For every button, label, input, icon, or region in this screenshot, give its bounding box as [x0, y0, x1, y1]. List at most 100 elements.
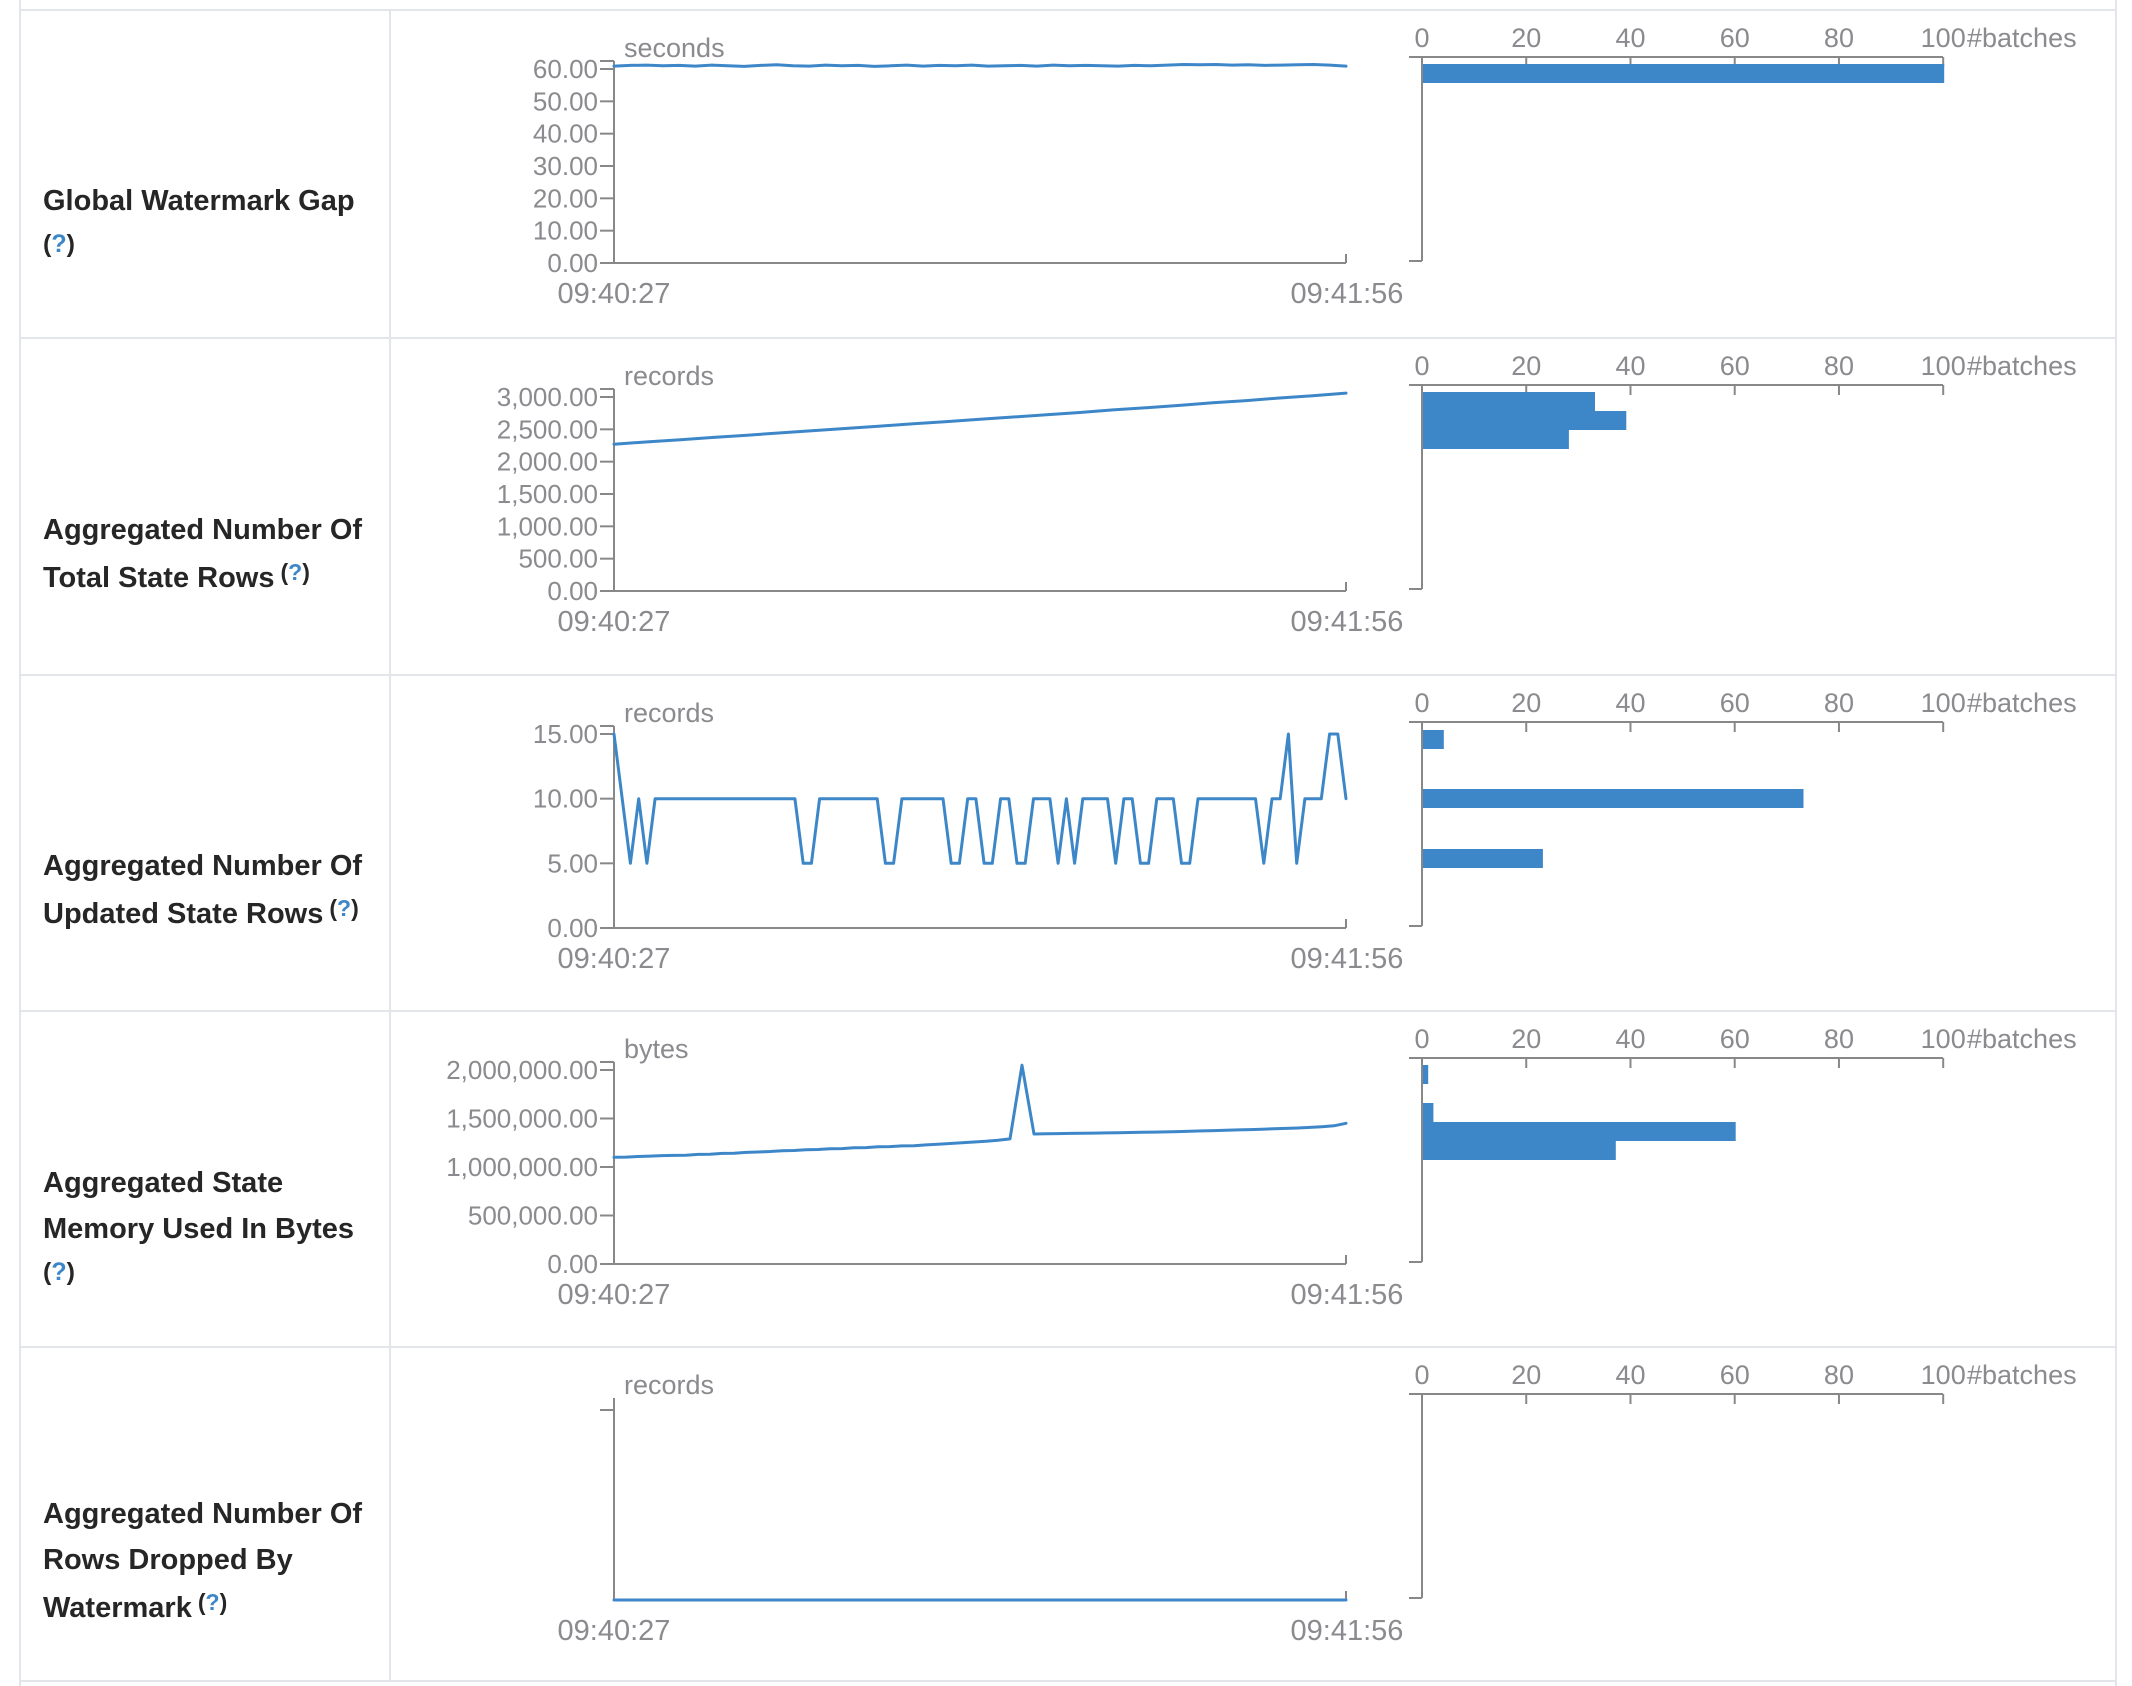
y-tick-label: 1,500.00 — [497, 479, 598, 509]
histogram-x-tick-label: 0 — [1414, 351, 1429, 381]
histogram-unit-label: #batches — [1967, 351, 2077, 381]
metric-row-1: Global Watermark Gap (?) seconds 60.00 50.00… — [21, 9, 2115, 337]
x-axis-end-time: 09:41:56 — [1291, 943, 1404, 975]
histogram-x-tick-label: 20 — [1511, 23, 1541, 53]
metric-title: Aggregated State Memory Used In Bytes (?) — [21, 1161, 380, 1292]
histogram-bar — [1423, 1141, 1616, 1160]
histogram-bar — [1423, 64, 1945, 83]
histogram-x-tick-label: 40 — [1615, 1360, 1645, 1390]
timeline-unit-label: records — [624, 698, 714, 728]
y-tick-label: 20.00 — [533, 183, 598, 213]
x-axis-start-time: 09:40:27 — [558, 1279, 671, 1311]
metric-title: Aggregated Number Of Total State Rows (?) — [21, 508, 388, 602]
y-tick-label: 0.00 — [547, 248, 598, 278]
histogram-x-tick-label: 60 — [1720, 23, 1750, 53]
streaming-statistics-table: Global Watermark Gap (?) seconds 60.00 50.00… — [19, 0, 2117, 1686]
y-tick-label: 500.00 — [518, 544, 598, 574]
y-tick-label: 0.00 — [547, 913, 598, 943]
charts-row-2: records3,000.002,500.002,000.001,500.001… — [497, 351, 2077, 638]
histogram-unit-label: #batches — [1967, 688, 2077, 718]
x-axis-end-time: 09:41:56 — [1291, 1615, 1404, 1647]
histogram-x-tick-label: 60 — [1720, 1360, 1750, 1390]
help-link[interactable]: ? — [205, 1588, 220, 1615]
metric-label-cell: Aggregated Number Of Total State Rows (?) — [21, 339, 391, 674]
metric-label-cell: Aggregated State Memory Used In Bytes (?) — [21, 1012, 391, 1346]
timeline-unit-label: bytes — [624, 1034, 689, 1064]
histogram-unit-label: #batches — [1967, 23, 2077, 53]
metric-title: Aggregated Number Of Updated State Rows (?… — [21, 844, 388, 938]
histogram-x-tick-label: 100 — [1921, 1024, 1966, 1054]
x-axis-start-time: 09:40:27 — [558, 606, 671, 638]
y-tick-label: 2,500.00 — [497, 414, 598, 444]
y-tick-label: 10.00 — [533, 784, 598, 814]
timeline-line — [612, 391, 1348, 446]
histogram-x-tick-label: 0 — [1414, 688, 1429, 718]
metric-row-2: Aggregated Number Of Total State Rows (?) r… — [21, 337, 2115, 674]
help-link[interactable]: ? — [337, 895, 352, 921]
metric-title-line: Memory Used In Bytes — [43, 1213, 355, 1246]
histogram-x-tick-label: 100 — [1921, 351, 1966, 381]
histogram-x-tick-label: 100 — [1921, 23, 1966, 53]
charts-row-1: seconds 60.0050.0040.0030.0020.0010.000.0… — [533, 23, 2077, 310]
histogram-x-tick-label: 0 — [1414, 1024, 1429, 1054]
help-parens: (?) — [43, 230, 75, 259]
help-parens: (?) — [197, 1588, 228, 1615]
histogram-bar — [1423, 392, 1595, 411]
y-tick-label: 0.00 — [547, 576, 598, 606]
histogram-x-tick-label: 40 — [1615, 351, 1645, 381]
timeline-unit-label: seconds — [624, 33, 725, 63]
y-tick-label: 500,000.00 — [468, 1201, 598, 1231]
x-axis-start-time: 09:40:27 — [558, 1615, 671, 1647]
histogram-x-tick-label: 80 — [1824, 1024, 1854, 1054]
histogram-x-tick-label: 60 — [1720, 1024, 1750, 1054]
x-axis-end-time: 09:41:56 — [1291, 278, 1404, 310]
metric-title-line: Watermark — [43, 1591, 192, 1624]
help-link[interactable]: ? — [51, 230, 67, 259]
y-tick-label: 15.00 — [533, 719, 598, 749]
histogram-x-tick-label: 80 — [1824, 1360, 1854, 1390]
x-axis-end-time: 09:41:56 — [1291, 606, 1404, 638]
metric-title-line: Total State Rows — [43, 561, 275, 594]
help-link[interactable]: ? — [288, 558, 303, 585]
metric-title-line: Aggregated Number Of — [43, 850, 363, 883]
timeline-unit-label: records — [624, 1370, 714, 1400]
histogram-bar — [1423, 430, 1569, 449]
histogram-bar — [1423, 1103, 1434, 1122]
x-axis-start-time: 09:40:27 — [558, 943, 671, 975]
help-parens: (?) — [43, 1258, 75, 1287]
help-link[interactable]: ? — [51, 1258, 67, 1287]
histogram-bar — [1423, 1065, 1429, 1084]
histogram-x-tick-label: 80 — [1824, 688, 1854, 718]
histogram-x-tick-label: 80 — [1824, 351, 1854, 381]
y-tick-label: 2,000,000.00 — [446, 1055, 598, 1085]
histogram-x-tick-label: 20 — [1511, 1024, 1541, 1054]
y-tick-label: 60.00 — [533, 54, 598, 84]
y-tick-label: 0.00 — [547, 1249, 598, 1279]
metric-row-5: Aggregated Number Of Rows Dropped By Water… — [21, 1346, 2115, 1682]
metric-row-3: Aggregated Number Of Updated State Rows (?… — [21, 674, 2115, 1010]
histogram-x-tick-label: 20 — [1511, 351, 1541, 381]
metric-title-line: Global Watermark Gap — [43, 185, 355, 218]
metric-title-line: Aggregated Number Of — [43, 513, 363, 546]
histogram-unit-label: #batches — [1967, 1360, 2077, 1390]
metric-title-line: Aggregated Number Of — [43, 1498, 363, 1531]
y-tick-label: 1,500,000.00 — [446, 1104, 598, 1134]
histogram-unit-label: #batches — [1967, 1024, 2077, 1054]
histogram-bar — [1423, 789, 1804, 808]
x-axis-end-time: 09:41:56 — [1291, 1279, 1404, 1311]
metric-title: Global Watermark Gap (?) — [21, 179, 381, 264]
metric-label-cell: Global Watermark Gap (?) — [21, 11, 391, 337]
y-tick-label: 1,000,000.00 — [446, 1152, 598, 1182]
y-tick-label: 50.00 — [533, 86, 598, 116]
x-axis-start-time: 09:40:27 — [558, 278, 671, 310]
timeline-unit-label: records — [624, 361, 714, 391]
timeline-line — [612, 63, 1348, 68]
metric-title-line: Rows Dropped By — [43, 1544, 293, 1577]
charts-row-5: records 09:40:27 09:41:56 0 20 40 60 80 100 #batc… — [558, 1360, 2077, 1647]
charts-row-4: bytes 2,000,000.00 1,500,000.00 1,000,000.0… — [446, 1024, 2077, 1311]
timeline-line — [612, 732, 1348, 865]
timeline-line — [612, 1063, 1348, 1159]
histogram-x-tick-label: 100 — [1921, 688, 1966, 718]
histogram-x-tick-label: 0 — [1414, 1360, 1429, 1390]
